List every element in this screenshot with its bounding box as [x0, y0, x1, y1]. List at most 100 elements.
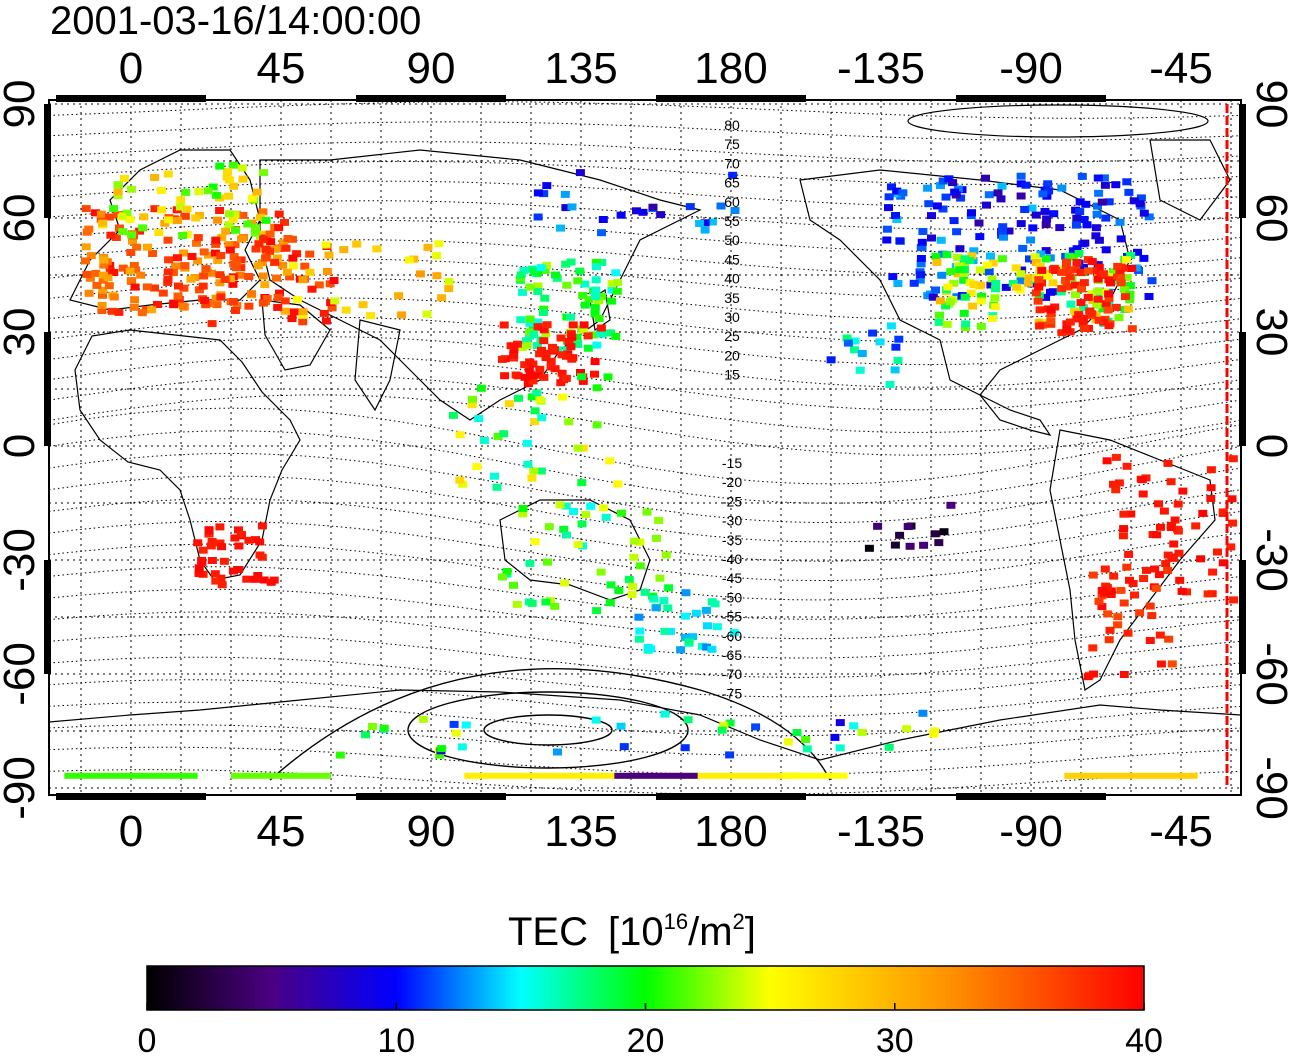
tec-cell — [525, 358, 535, 366]
tick-bar-right — [1239, 560, 1246, 674]
tec-cell — [561, 502, 571, 510]
tec-cell — [205, 300, 215, 307]
tec-cell — [444, 277, 454, 285]
tec-cell — [524, 365, 534, 373]
tec-cell — [616, 722, 626, 730]
tec-cell — [1094, 189, 1104, 197]
tec-cell — [533, 288, 543, 295]
tec-cell — [298, 308, 308, 316]
tec-cell — [577, 520, 587, 528]
frame-tick-bars — [44, 95, 1246, 800]
tec-cell — [130, 296, 140, 304]
tec-cell — [564, 418, 574, 426]
tec-cell — [319, 309, 329, 317]
mlat-contour — [49, 588, 1241, 640]
tec-cell — [1078, 320, 1088, 328]
magnetic-latitude-contours — [49, 101, 1241, 795]
tec-cell — [99, 256, 109, 264]
tec-cell — [103, 274, 113, 282]
tec-cell — [685, 203, 695, 211]
tec-cell — [1041, 247, 1051, 255]
tec-cell — [207, 269, 217, 277]
tec-cell — [611, 269, 621, 277]
tec-cell — [541, 354, 551, 362]
tec-cell — [1062, 283, 1072, 291]
tec-cell — [691, 609, 701, 617]
tec-cell — [237, 164, 247, 172]
tec-cell — [1106, 279, 1115, 287]
tec-cell — [583, 344, 593, 352]
tec-cell — [1122, 563, 1132, 571]
tec-cell — [580, 301, 590, 309]
tick-bar-left — [44, 332, 51, 446]
tec-cell — [868, 329, 878, 337]
tec-cell — [85, 274, 95, 282]
tec-cell — [270, 258, 280, 266]
tec-cell — [967, 209, 976, 217]
tec-cell — [542, 182, 552, 190]
tec-cell — [272, 254, 282, 262]
lon-tick-label-top: 90 — [407, 44, 456, 93]
tec-cell — [902, 725, 912, 733]
tec-cell — [1139, 575, 1149, 582]
tec-cell — [1122, 178, 1132, 186]
tec-cell — [895, 531, 905, 539]
tec-cell — [234, 542, 244, 550]
tec-cell — [1098, 305, 1108, 313]
tec-cell — [875, 338, 885, 346]
tec-cell — [530, 407, 540, 415]
tec-cell — [215, 523, 225, 531]
tec-cell — [976, 322, 986, 330]
tec-cell — [918, 709, 928, 717]
tec-cell — [122, 209, 132, 217]
tec-cell — [916, 271, 926, 279]
tec-cell — [437, 745, 447, 753]
tec-cell — [467, 401, 477, 409]
tec-cell — [212, 301, 222, 309]
tec-cell — [270, 245, 280, 253]
tec-cell — [234, 566, 244, 573]
tec-cell — [525, 315, 535, 323]
tec-cell — [1092, 301, 1102, 309]
tec-cell — [194, 188, 204, 196]
tec-cell — [716, 202, 726, 210]
tec-cell — [82, 270, 92, 278]
contour-label: -65 — [722, 647, 742, 663]
tec-cell — [106, 231, 116, 239]
tec-cell — [578, 444, 588, 452]
tec-cell — [516, 316, 526, 324]
tec-cell — [192, 239, 201, 247]
tec-cell — [126, 249, 136, 256]
tec-cell — [892, 187, 902, 195]
tec-cell — [556, 334, 566, 342]
tec-cell — [932, 202, 942, 210]
tec-cell — [1037, 266, 1047, 274]
tec-cell — [1091, 232, 1101, 240]
graticule-grid — [49, 100, 1241, 795]
tec-cell — [197, 556, 207, 564]
tec-cell — [415, 270, 425, 278]
colorbar-tick-label: 30 — [876, 1022, 914, 1057]
colorbar-gradient — [146, 965, 1145, 1011]
tec-cell — [250, 229, 260, 237]
tec-cell — [1129, 197, 1139, 205]
tec-cell — [948, 179, 958, 187]
tec-cell — [624, 575, 634, 583]
tec-cell — [330, 297, 340, 305]
tec-cell — [884, 193, 894, 201]
tec-cell — [605, 457, 615, 465]
tec-cell — [1191, 522, 1201, 530]
tec-cell — [591, 286, 601, 294]
tec-cell — [324, 251, 334, 259]
tec-cell — [1041, 293, 1051, 301]
tec-cell — [935, 311, 944, 319]
tec-cell — [646, 645, 656, 653]
contour-label: -30 — [722, 513, 742, 529]
tec-cell — [605, 599, 615, 607]
tec-cell — [1119, 510, 1129, 518]
tec-cell — [394, 292, 404, 300]
tec-cell — [435, 751, 445, 759]
mlat-contour — [49, 121, 1241, 141]
tec-cell — [850, 346, 859, 354]
tec-cell — [960, 293, 970, 301]
